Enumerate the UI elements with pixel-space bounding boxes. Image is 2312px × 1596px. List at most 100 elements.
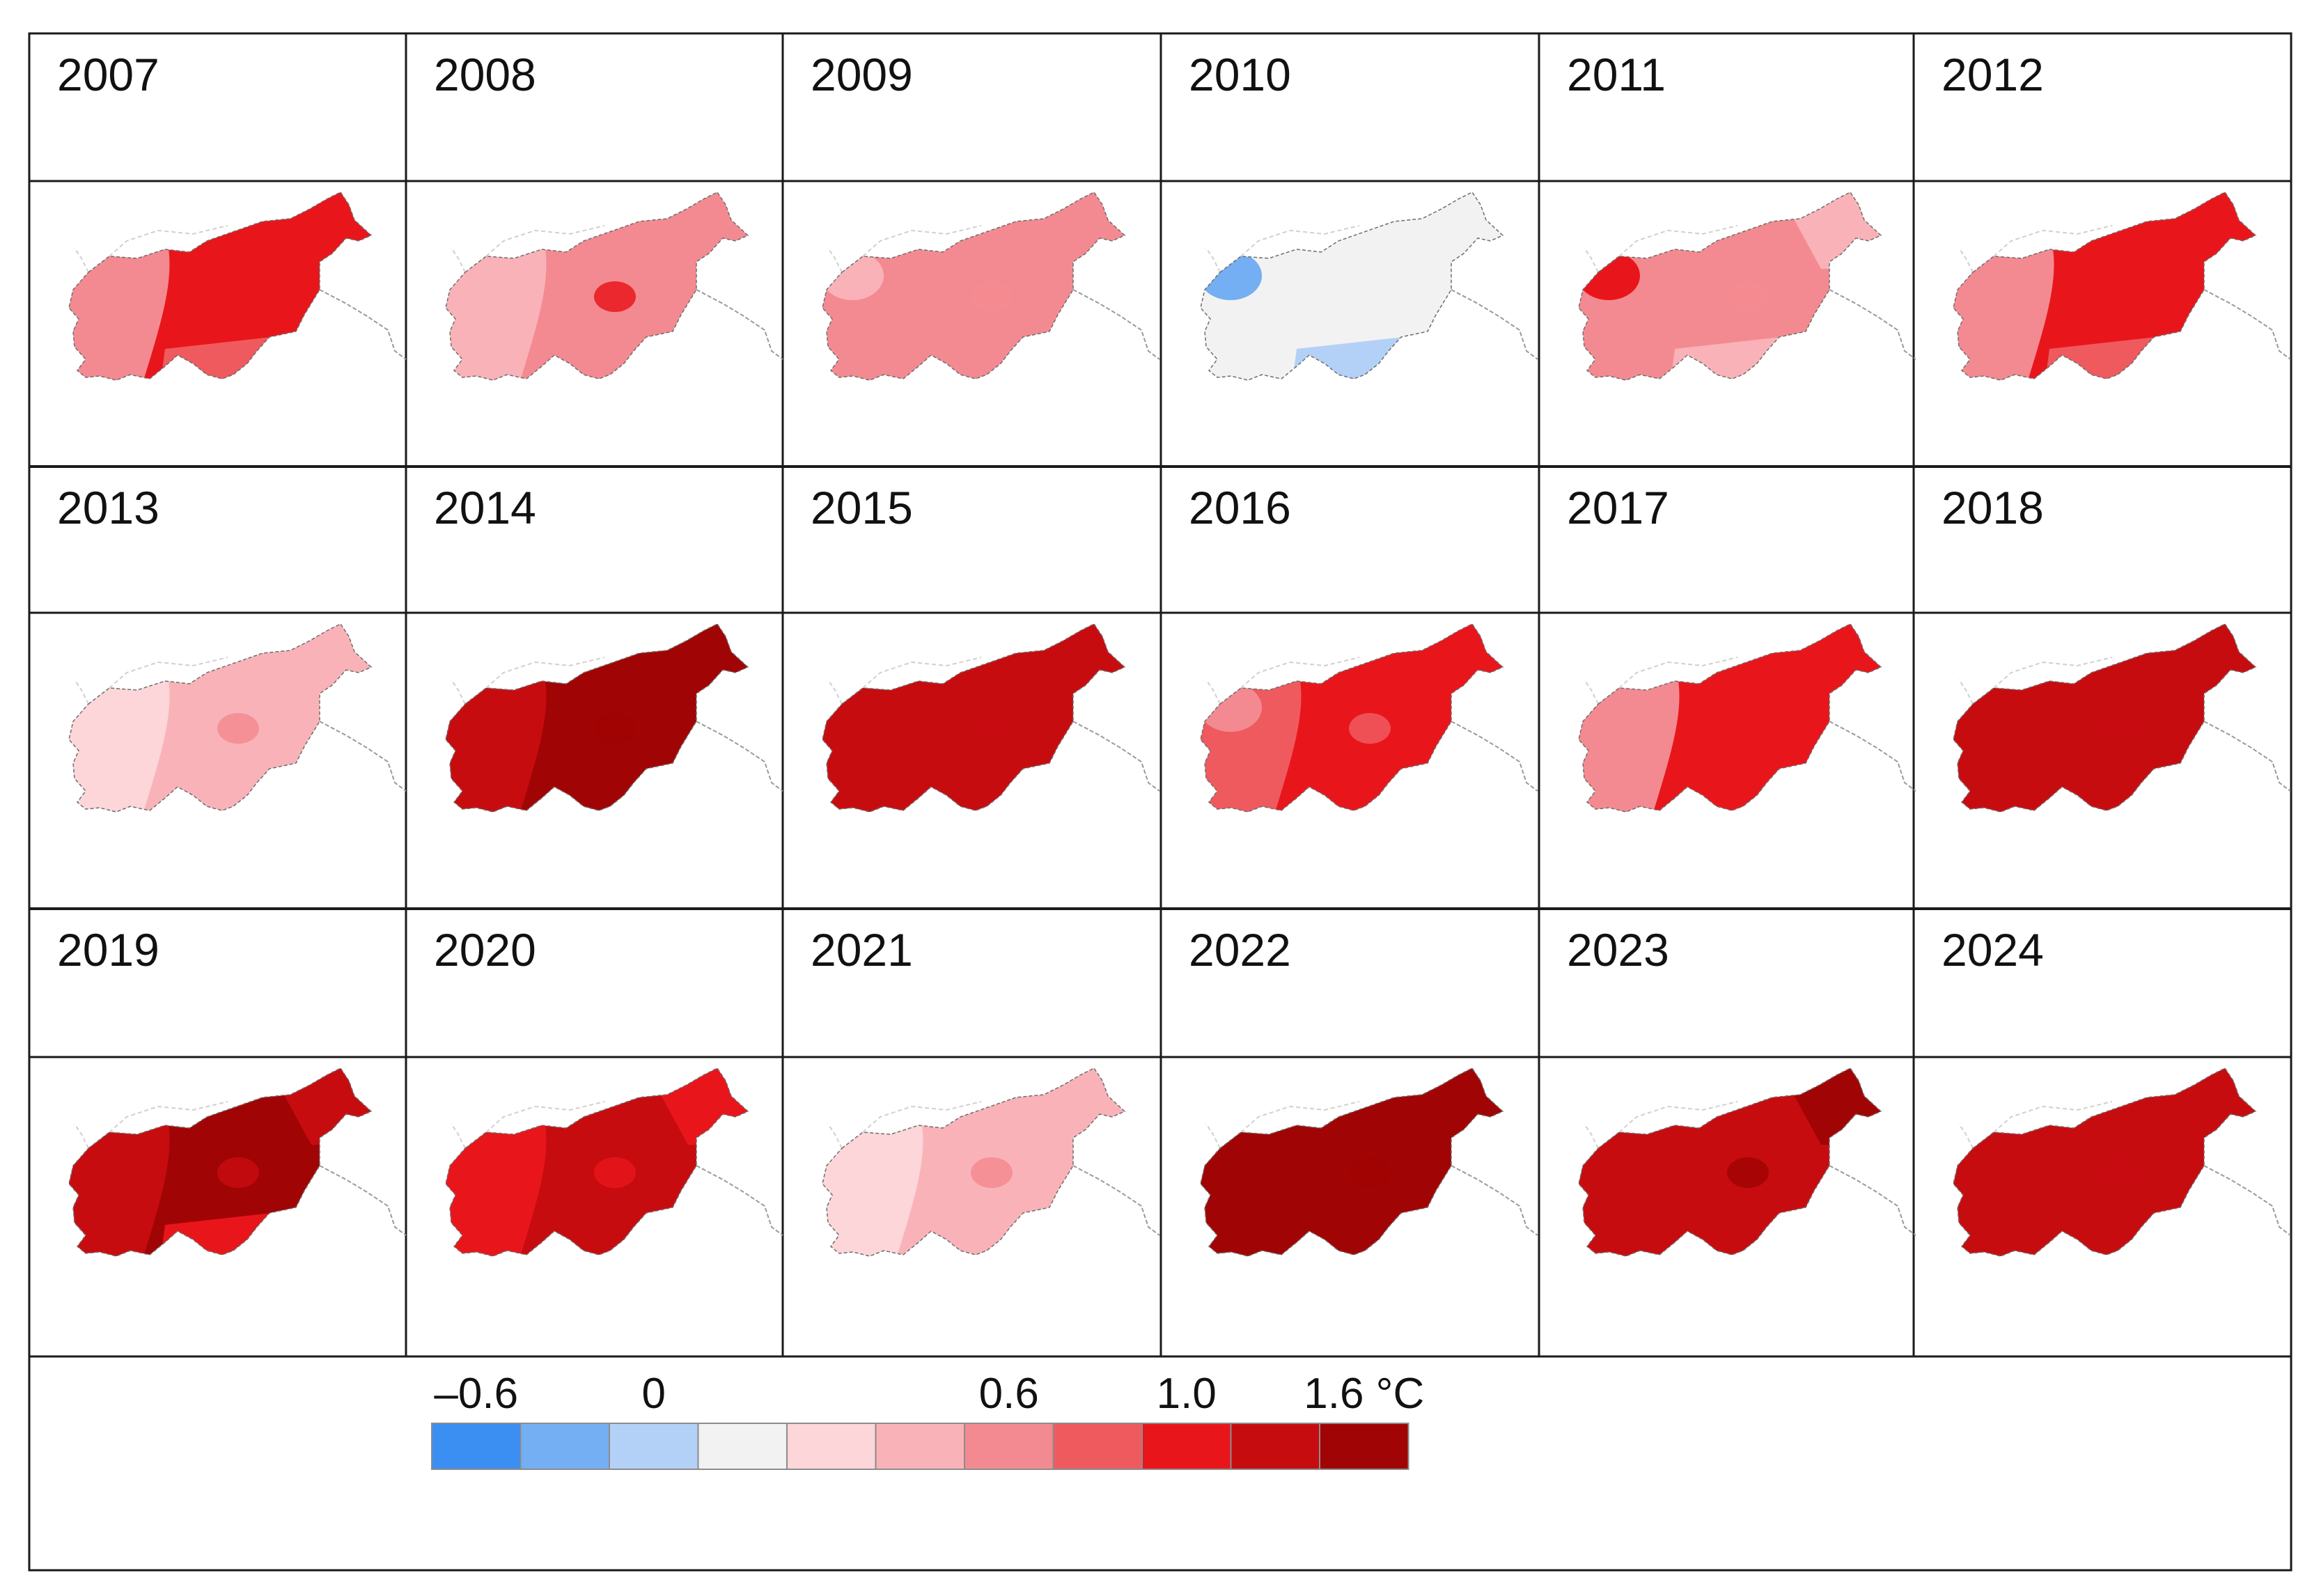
slovenia-map	[1953, 1067, 2291, 1257]
country-outline	[445, 1067, 749, 1257]
colorbar-segment	[697, 1423, 788, 1470]
region-center-patch	[1727, 1157, 1769, 1188]
region-west-patch	[1579, 683, 1640, 732]
country-outline	[68, 191, 373, 381]
colorbar-tick-label: 1.6 °C	[1304, 1370, 1424, 1418]
map-panel-2008: 2008	[434, 49, 783, 381]
map-panel-2023: 2023	[1567, 924, 1916, 1257]
slovenia-map	[1200, 191, 1538, 381]
year-label: 2010	[1189, 49, 1291, 100]
neighbour-border	[1958, 1101, 2113, 1149]
slovenia-map	[1200, 623, 1538, 813]
neighbour-border	[319, 289, 407, 360]
map-panel-2021: 2021	[811, 924, 1160, 1257]
country-outline	[822, 191, 1126, 381]
slovenia-map	[1578, 191, 1916, 381]
map-panel-2019: 2019	[57, 924, 407, 1257]
region-center-patch	[2102, 1157, 2143, 1188]
region-west-patch	[69, 251, 130, 300]
region-center-patch	[217, 1157, 259, 1188]
colorbar-segment	[1319, 1423, 1409, 1470]
neighbour-border	[827, 1101, 982, 1149]
country-outline	[1953, 623, 2257, 813]
neighbour-border	[451, 657, 605, 705]
year-label: 2018	[1942, 482, 2044, 533]
year-label: 2021	[811, 924, 913, 976]
region-center-patch	[971, 1157, 1013, 1188]
region-center-patch	[1727, 713, 1769, 744]
neighbour-border	[1072, 721, 1160, 792]
region-west-patch	[446, 683, 507, 732]
slovenia-map	[445, 623, 783, 813]
region-west-patch	[1953, 251, 2015, 300]
map-panel-2020: 2020	[434, 924, 783, 1257]
neighbour-border	[74, 225, 228, 273]
year-label: 2023	[1567, 924, 1669, 976]
neighbour-border	[1072, 1165, 1160, 1236]
region-west-patch	[446, 251, 507, 300]
colorbar-tick-label: 1.0	[1157, 1370, 1217, 1418]
neighbour-border	[319, 721, 407, 792]
year-label: 2022	[1189, 924, 1291, 976]
region-center-patch	[594, 713, 636, 744]
region-west-patch	[69, 1127, 130, 1176]
neighbour-border	[827, 225, 982, 273]
neighbour-border	[1205, 657, 1360, 705]
map-panel-2017: 2017	[1567, 482, 1916, 813]
year-label: 2008	[434, 49, 536, 100]
country-outline	[68, 623, 373, 813]
map-panel-2022: 2022	[1189, 924, 1538, 1257]
slovenia-map	[822, 623, 1160, 813]
region-west-patch	[446, 1127, 507, 1176]
year-label: 2020	[434, 924, 536, 976]
region-west-patch	[1953, 1127, 2015, 1176]
year-label: 2013	[57, 482, 159, 533]
region-west-patch	[1579, 251, 1640, 300]
year-label: 2009	[811, 49, 913, 100]
neighbour-border	[2203, 721, 2291, 792]
neighbour-border	[2203, 289, 2291, 360]
slovenia-map	[1953, 623, 2291, 813]
figure-grid	[28, 32, 2293, 1572]
region-center-patch	[217, 281, 259, 312]
map-panel-2024: 2024	[1942, 924, 2291, 1257]
neighbour-border	[1451, 1165, 1538, 1236]
slovenia-map	[68, 623, 407, 813]
map-panel-2010: 2010	[1189, 49, 1538, 381]
country-outline	[1578, 623, 1882, 813]
region-west-patch	[822, 251, 884, 300]
colorbar-tick-label: –0.6	[434, 1370, 518, 1418]
colorbar-tick-label: 0.6	[979, 1370, 1039, 1418]
country-outline	[1578, 191, 1882, 381]
country-outline	[1953, 1067, 2257, 1257]
year-label: 2014	[434, 482, 536, 533]
slovenia-map	[1953, 191, 2291, 381]
map-panel-2018: 2018	[1942, 482, 2291, 813]
slovenia-map	[445, 191, 783, 381]
slovenia-map	[1578, 623, 1916, 813]
region-center-patch	[971, 713, 1013, 744]
neighbour-border	[1958, 225, 2113, 273]
map-panel-2014: 2014	[434, 482, 783, 813]
slovenia-map	[1200, 1067, 1538, 1257]
region-west-patch	[1579, 1127, 1640, 1176]
neighbour-border	[1829, 289, 1916, 360]
neighbour-border	[1829, 1165, 1916, 1236]
year-label: 2007	[57, 49, 159, 100]
region-center-patch	[971, 281, 1013, 312]
year-label: 2011	[1567, 49, 1666, 100]
country-outline	[1200, 623, 1504, 813]
region-center-patch	[594, 1157, 636, 1188]
country-outline	[822, 623, 1126, 813]
neighbour-border	[74, 657, 228, 705]
neighbour-border	[1072, 289, 1160, 360]
map-panel-2007: 2007	[57, 49, 407, 381]
region-west-patch	[69, 683, 130, 732]
neighbour-border	[319, 1165, 407, 1236]
region-center-patch	[594, 281, 636, 312]
slovenia-map	[68, 191, 407, 381]
country-outline	[1953, 191, 2257, 381]
year-label: 2016	[1189, 482, 1291, 533]
region-west-patch	[1953, 683, 2015, 732]
